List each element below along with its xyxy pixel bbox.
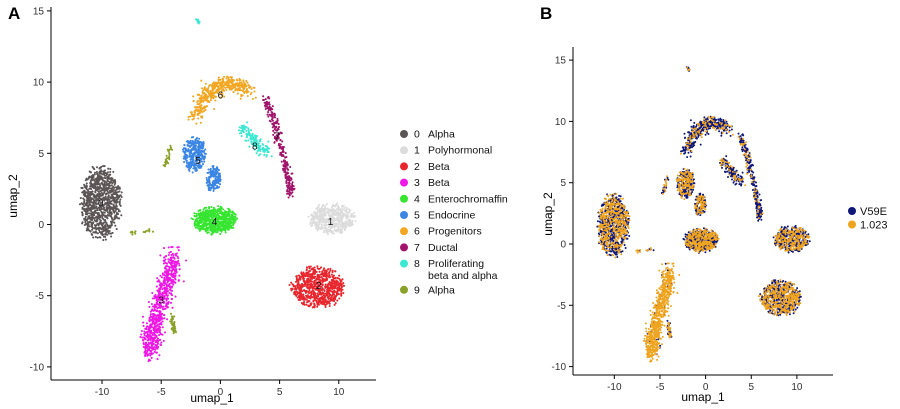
legend-key-3: [400, 178, 408, 187]
panel-b-y-tick-label: 5: [560, 178, 566, 189]
panel-a-y-tick-label: -10: [30, 362, 45, 373]
panel-a-x-tick-label: 10: [333, 387, 345, 398]
panel-b-x-tick-label: 0: [703, 382, 709, 393]
panel-a-y-tick-label: 15: [33, 6, 45, 17]
panel-a-cluster-9-points: [129, 144, 178, 335]
legend-cluster-id: 2: [414, 161, 420, 173]
panel-a-x-tick-label: 5: [277, 387, 283, 398]
panel-b-x-tick-label: -10: [607, 382, 622, 393]
panel-a-cluster-labels: 0 1 2 3 4 5 6 7 8: [98, 90, 334, 306]
legend-key-6: [400, 227, 408, 236]
panel-a-cluster-label: 2: [316, 281, 322, 292]
legend-cluster-id: 7: [414, 242, 420, 254]
panel-a-x-tick-label: -10: [95, 387, 110, 398]
panel-b-x-tick-label: 10: [791, 382, 803, 393]
panel-b-x-tick-label: 5: [748, 382, 754, 393]
panel-a-x-axis-title: umap_1: [190, 391, 234, 405]
legend-key-2: [400, 162, 408, 171]
panel-b-y-axis-title: umap_2: [541, 192, 555, 236]
panel-a-cluster-label: 6: [218, 90, 224, 101]
legend-cluster-id: 0: [414, 129, 420, 141]
legend-label: Polyhormonal: [428, 145, 492, 157]
panel-b-label: B: [540, 4, 552, 23]
legend-label: Alpha: [428, 284, 455, 296]
panel-b-x-axis-title: umap_1: [681, 390, 725, 404]
legend-key-8: [400, 259, 408, 268]
panel-b-x-ticks: -10 -5 0 5 10: [607, 375, 803, 393]
legend-key-5: [400, 211, 408, 219]
legend-label: Beta: [428, 161, 450, 173]
panel-a-cluster-7-points: [262, 95, 296, 199]
panel-b-points: [596, 66, 811, 363]
panel-a-cluster-label: 8: [252, 142, 258, 153]
legend-label: V59E: [860, 206, 887, 218]
legend-label: Progenitors: [428, 226, 482, 238]
legend-key-9: [400, 285, 408, 294]
panel-a-cluster-label: 7: [274, 132, 280, 143]
panel-b: B -10 -5 0 5 10 -10 -5 0 5 10 15 umap_1 umap_2 V5…: [540, 4, 888, 404]
panel-a-cluster-label: 0: [98, 199, 104, 210]
panel-a-cluster-label: 1: [328, 217, 334, 228]
panel-b-y-ticks: -10 -5 0 5 10 15: [552, 56, 573, 373]
panel-b-y-tick-label: 0: [560, 240, 566, 251]
panel-a-cluster-5-points: [181, 136, 222, 192]
panel-a-x-tick-label: -5: [157, 387, 166, 398]
panel-a-y-tick-label: 10: [33, 78, 45, 89]
legend-cluster-id: 6: [414, 226, 420, 238]
legend-key-1: [848, 220, 856, 229]
legend-cluster-id: 5: [414, 210, 420, 222]
legend-label: Ductal: [428, 242, 458, 254]
panel-b-y-tick-label: 15: [555, 56, 567, 67]
legend-label: 1.023: [860, 220, 888, 232]
legend-label: Endocrine: [428, 210, 475, 222]
legend-key-0: [400, 130, 408, 138]
panel-a-cluster-4-points: [190, 205, 239, 236]
panel-a-y-ticks: -10 -5 0 5 10 15: [30, 6, 51, 373]
panel-b-y-tick-label: -5: [557, 301, 566, 312]
panel-a-label: A: [8, 4, 20, 23]
panel-a-y-tick-label: 5: [38, 149, 44, 160]
panel-a-legend: 0 Alpha 1 Polyhormonal 2 Beta 3 Beta 4 Enterochro…: [400, 129, 508, 296]
legend-cluster-id: 4: [414, 193, 420, 205]
panel-a-cluster-label: 5: [195, 156, 201, 167]
panel-a-y-axis-title: umap_2: [6, 174, 20, 218]
panel-b-V59E-points: [596, 66, 811, 356]
legend-key-7: [400, 243, 408, 252]
legend-cluster-id: 1: [414, 145, 420, 157]
panel-a-x-tick-label: 0: [218, 387, 224, 398]
legend-key-0: [848, 207, 856, 215]
panel-a-cluster-8-points: [194, 18, 273, 158]
legend-key-1: [400, 146, 408, 155]
panel-a-y-tick-label: -5: [35, 291, 44, 302]
panel-a-cluster-2-points: [288, 265, 346, 309]
legend-label: Proliferating beta and alpha: [428, 258, 498, 282]
panel-b-x-tick-label: -5: [655, 382, 664, 393]
legend-cluster-id: 3: [414, 177, 420, 189]
legend-label: Alpha: [428, 129, 455, 141]
panel-a-y-tick-label: 0: [38, 220, 44, 231]
legend-cluster-id: 8: [414, 258, 420, 270]
panel-a-x-ticks: -10 -5 0 5 10: [95, 380, 345, 398]
legend-label: Enterochromaffin: [428, 193, 508, 205]
panel-b-legend: V59E 1.023: [848, 206, 888, 232]
panel-b-y-tick-label: -10: [552, 362, 567, 373]
panel-a-cluster-3-points: [139, 245, 188, 363]
panel-a-cluster-0-points: [78, 165, 123, 242]
panel-a-cluster-label: 3: [158, 295, 164, 306]
panel-b-1023-points: [597, 66, 811, 363]
legend-cluster-id: 9: [414, 284, 420, 296]
panel-a-cluster-1-points: [307, 202, 357, 236]
panel-a-points: [78, 18, 357, 363]
legend-key-4: [400, 194, 408, 203]
panel-b-y-tick-label: 10: [555, 117, 567, 128]
panel-a-cluster-label: 4: [212, 217, 218, 228]
panel-a-cluster-6-points: [187, 75, 257, 125]
legend-label: Beta: [428, 177, 450, 189]
